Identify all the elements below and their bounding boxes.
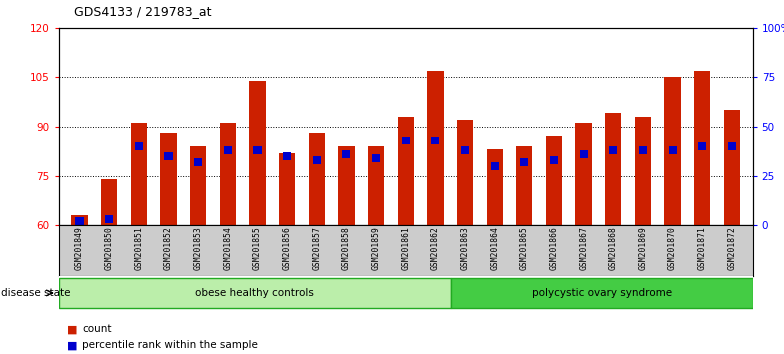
Bar [220, 123, 236, 225]
Bar [669, 147, 677, 154]
Bar [609, 147, 617, 154]
Bar [451, 278, 753, 308]
Bar [487, 149, 503, 225]
Text: GSM201863: GSM201863 [460, 226, 470, 270]
Bar [728, 142, 736, 150]
Bar [699, 142, 706, 150]
Bar [309, 133, 325, 225]
Bar [253, 147, 262, 154]
Text: count: count [82, 324, 112, 334]
Text: GSM201864: GSM201864 [490, 226, 499, 270]
Text: GSM201857: GSM201857 [312, 226, 321, 270]
Bar [550, 156, 558, 164]
Bar [343, 150, 350, 158]
Bar [71, 215, 88, 225]
Text: GSM201853: GSM201853 [194, 226, 202, 270]
Bar [575, 123, 592, 225]
Text: ■: ■ [67, 324, 77, 334]
Bar [135, 142, 143, 150]
Text: percentile rank within the sample: percentile rank within the sample [82, 340, 258, 350]
Text: GSM201869: GSM201869 [638, 226, 648, 270]
Bar [397, 117, 414, 225]
Bar [368, 146, 384, 225]
Text: GSM201868: GSM201868 [609, 226, 618, 270]
Bar [105, 215, 113, 223]
Bar [431, 137, 440, 144]
Text: ■: ■ [67, 340, 77, 350]
Bar [605, 113, 622, 225]
Bar [161, 133, 176, 225]
Text: GSM201858: GSM201858 [342, 226, 351, 270]
Bar [131, 123, 147, 225]
Text: GDS4133 / 219783_at: GDS4133 / 219783_at [74, 5, 212, 18]
Bar [59, 278, 451, 308]
Bar [283, 152, 291, 160]
Text: GSM201871: GSM201871 [698, 226, 706, 270]
Bar [546, 136, 562, 225]
Text: GSM201872: GSM201872 [728, 226, 736, 270]
Bar [338, 146, 354, 225]
Text: GSM201856: GSM201856 [282, 226, 292, 270]
Text: disease state: disease state [1, 288, 71, 298]
Text: GSM201850: GSM201850 [105, 226, 114, 270]
Text: obese healthy controls: obese healthy controls [195, 288, 314, 298]
Text: polycystic ovary syndrome: polycystic ovary syndrome [532, 288, 672, 298]
Text: GSM201866: GSM201866 [550, 226, 558, 270]
Bar [249, 81, 266, 225]
Text: GSM201854: GSM201854 [223, 226, 232, 270]
Bar [223, 147, 232, 154]
Text: GSM201849: GSM201849 [75, 226, 84, 270]
Bar [457, 120, 474, 225]
Bar [372, 154, 380, 162]
Bar [313, 156, 321, 164]
Bar [194, 158, 202, 166]
Bar [491, 162, 499, 170]
Bar [639, 147, 647, 154]
Bar [427, 71, 444, 225]
Bar [75, 217, 84, 224]
Text: GSM201865: GSM201865 [520, 226, 529, 270]
Text: GSM201855: GSM201855 [253, 226, 262, 270]
Bar [516, 146, 532, 225]
Bar [724, 110, 740, 225]
Bar [279, 153, 296, 225]
Bar [401, 137, 410, 144]
Bar [635, 117, 651, 225]
Bar [521, 158, 528, 166]
Text: GSM201862: GSM201862 [431, 226, 440, 270]
Text: GSM201870: GSM201870 [668, 226, 677, 270]
Text: GSM201861: GSM201861 [401, 226, 410, 270]
Bar [694, 71, 710, 225]
Text: GSM201851: GSM201851 [134, 226, 143, 270]
Bar [664, 78, 681, 225]
Bar [190, 146, 206, 225]
Bar [461, 147, 469, 154]
Bar [579, 150, 588, 158]
Bar [101, 179, 118, 225]
Text: GSM201852: GSM201852 [164, 226, 173, 270]
Bar [165, 152, 172, 160]
Text: GSM201867: GSM201867 [579, 226, 588, 270]
Text: GSM201859: GSM201859 [372, 226, 380, 270]
